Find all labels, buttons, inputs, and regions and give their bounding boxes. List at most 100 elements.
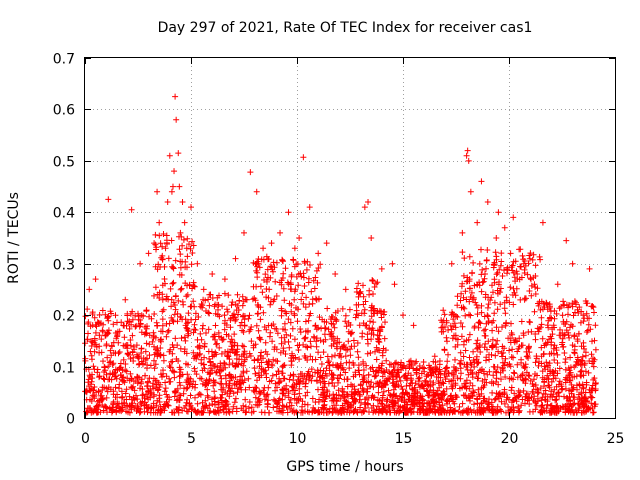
data-point [463,152,470,159]
data-point [268,240,275,247]
data-point [342,286,349,293]
data-point [92,276,99,283]
data-point [194,260,201,267]
data-point [188,204,194,211]
data-point [171,168,178,175]
data-point [563,237,570,244]
data-markers [82,231,599,416]
y-tick-label: 0.3 [53,258,75,274]
data-point [438,317,445,324]
x-tick-label: 0 [81,431,90,447]
data-point [172,93,179,100]
data-point [484,199,491,205]
x-tick-label: 15 [395,431,413,447]
data-point [510,214,517,221]
data-point [300,154,307,161]
data-point [493,235,500,241]
data-point [177,229,184,236]
data-point [162,245,169,252]
data-point [285,209,292,216]
y-tick-label: 0.1 [53,361,75,377]
data-point [590,363,597,370]
data-point [209,271,216,277]
data-point [467,188,474,195]
chart-title: Day 297 of 2021, Rate Of TEC Index for r… [158,20,533,36]
data-point [296,235,303,241]
data-point [221,276,228,283]
data-point [291,245,298,252]
data-point [277,229,284,236]
data-point [128,206,135,213]
data-point [410,322,417,329]
y-tick-label: 0.7 [53,52,75,68]
data-point [164,199,171,205]
data-point [474,219,481,226]
data-point [176,183,183,190]
data-point [156,219,163,226]
data-point [168,188,175,195]
roti-marker-cloud [82,231,599,416]
data-point [332,271,339,277]
x-axis-ticks: 0 5 10 15 20 25 [81,58,624,447]
data-point [137,260,144,267]
x-tick-label: 10 [289,431,307,447]
data-point [232,255,239,262]
data-points [86,93,597,375]
x-axis-label: GPS time / hours [286,459,403,475]
data-point [539,219,546,226]
data-point [306,204,313,211]
data-point [183,245,190,252]
data-point [122,296,129,303]
data-point [179,199,186,205]
data-point [569,260,576,267]
data-point [478,178,485,185]
data-point [580,312,587,319]
data-point [365,199,372,205]
data-point [501,224,508,231]
data-point [361,204,368,211]
data-point [586,265,593,272]
data-point [154,188,161,195]
data-point [260,245,267,252]
x-tick-label: 25 [607,431,625,447]
data-point [145,250,152,257]
data-point [391,281,398,288]
data-point [520,260,527,267]
data-point [495,209,502,216]
data-point [464,147,471,154]
data-point [431,353,438,360]
data-point [353,301,360,308]
data-point [247,169,254,176]
data-point [531,281,538,288]
data-point [421,368,428,375]
plot-frame [84,57,616,419]
data-point [389,260,396,267]
data-point [323,240,330,247]
data-point [554,281,561,288]
data-point [175,150,182,157]
data-point [368,235,375,241]
y-axis-ticks: 0 0.1 0.2 0.3 0.4 0.5 0.6 0.7 [53,52,615,428]
data-point [253,188,260,195]
y-tick-label: 0.6 [53,103,75,119]
data-point [181,219,188,226]
x-tick-label: 20 [501,431,519,447]
data-point [465,157,472,164]
data-point [173,116,180,123]
data-point [459,229,466,236]
data-point [166,152,173,159]
data-point [86,286,93,293]
data-point [448,260,455,267]
y-tick-label: 0.5 [53,155,75,171]
data-point [105,196,112,203]
data-point [378,265,385,272]
data-point [315,250,322,257]
data-point [544,301,551,308]
data-point [241,229,247,236]
x-tick-label: 5 [187,431,196,447]
data-point [400,312,406,319]
y-tick-label: 0.2 [53,309,75,325]
data-point [215,301,222,308]
y-tick-label: 0.4 [53,206,75,222]
